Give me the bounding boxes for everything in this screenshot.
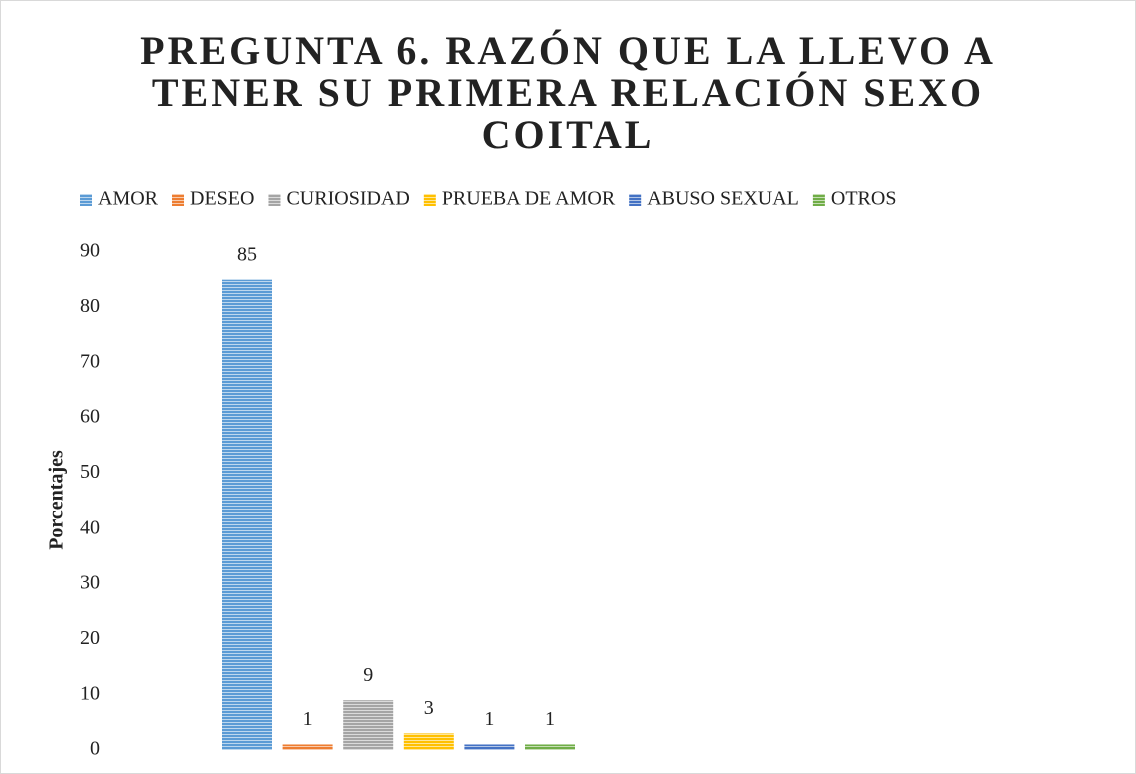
- data-label: 1: [545, 708, 555, 730]
- legend-label: PRUEBA DE AMOR: [442, 188, 616, 210]
- legend-marker: [423, 194, 436, 206]
- y-tick-label: 10: [80, 682, 100, 704]
- legend-marker: [812, 194, 825, 206]
- bar: [282, 744, 333, 750]
- data-label: 85: [237, 243, 257, 265]
- bar: [464, 744, 515, 750]
- bar: [343, 700, 394, 750]
- y-tick-label: 40: [80, 516, 100, 538]
- data-label: 9: [363, 664, 373, 686]
- y-tick-label: 20: [80, 627, 100, 649]
- data-label: 1: [484, 708, 494, 730]
- data-label: 3: [424, 697, 434, 719]
- y-tick-label: 90: [80, 240, 100, 262]
- bar: [403, 733, 454, 750]
- legend-marker: [172, 194, 185, 206]
- y-tick-label: 0: [90, 738, 100, 760]
- legend-label: DESEO: [190, 188, 254, 210]
- legend-label: ABUSO SEXUAL: [647, 188, 799, 210]
- y-tick-label: 70: [80, 350, 100, 372]
- legend-marker: [268, 194, 281, 206]
- y-tick-label: 60: [80, 406, 100, 428]
- legend-marker: [629, 194, 642, 206]
- y-axis-label: Porcentajes: [46, 450, 68, 550]
- y-tick-label: 80: [80, 295, 100, 317]
- legend-label: CURIOSIDAD: [286, 188, 409, 210]
- data-label: 1: [303, 708, 313, 730]
- y-tick-label: 30: [80, 572, 100, 594]
- legend-marker: [80, 194, 92, 206]
- chart-title: PREGUNTA 6. RAZÓN QUE LA LLEVO A TENER S…: [140, 28, 996, 157]
- bar: [222, 279, 272, 750]
- legend-label: AMOR: [98, 188, 159, 210]
- bar: [525, 744, 575, 750]
- legend-label: OTROS: [831, 188, 897, 210]
- y-tick-label: 50: [80, 461, 100, 483]
